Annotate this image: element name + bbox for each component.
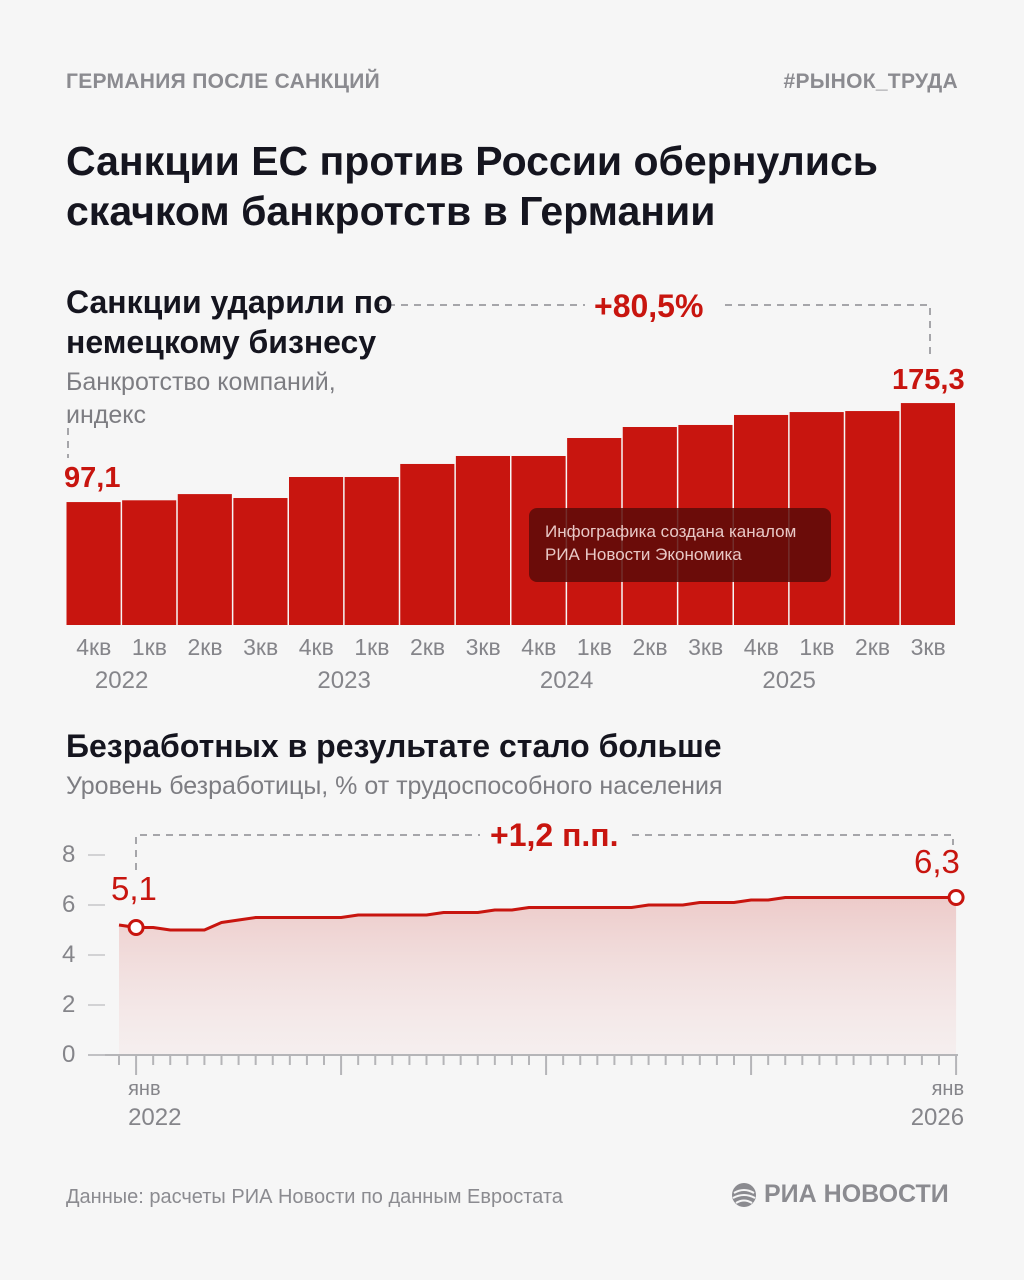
line-chart-subtitle: Уровень безработицы, % от трудоспособног…: [66, 772, 723, 800]
bar-chart-title: Санкции ударили по немецкому бизнесу: [66, 284, 393, 360]
bar-year-label: 2025: [762, 667, 816, 694]
page-title: Санкции ЕС против России обернулись скач…: [66, 138, 878, 234]
bar-change-bracket: [375, 304, 931, 358]
line-first-label: 5,1: [111, 870, 157, 907]
hashtag: #РЫНОК_ТРУДА: [783, 70, 958, 93]
bar-x-label: 3кв: [910, 634, 946, 660]
bar-x-label: 3кв: [688, 634, 724, 660]
bar-x-label: 2кв: [855, 634, 891, 660]
unemployment-line: [118, 896, 957, 932]
y-tick-label: 8: [62, 841, 76, 868]
endpoint-marker: [947, 889, 965, 906]
bar-6: [400, 463, 455, 625]
watermark: Инфографика создана каналом РИА Новости …: [529, 508, 831, 582]
y-tick-label: 0: [62, 1041, 76, 1068]
bar-2: [177, 494, 232, 625]
x-month-label: янв: [128, 1078, 161, 1100]
bar-x-label: 1кв: [131, 634, 167, 660]
ria-logo-text: РИА НОВОСТИ: [764, 1180, 949, 1208]
watermark-line1: Инфографика создана каналом: [545, 522, 797, 541]
y-tick-label: 4: [62, 941, 76, 968]
bar-first-label: 97,1: [64, 462, 121, 494]
endpoint-marker: [127, 919, 145, 936]
bar-year-label: 2022: [94, 667, 149, 694]
x-year-label: 2026: [910, 1104, 965, 1131]
line-chart-title: Безработных в результате стало больше: [66, 728, 722, 764]
bar-x-label: 2кв: [187, 634, 223, 660]
line-change-label: +1,2 п.п.: [490, 817, 619, 853]
bar-x-label: 3кв: [243, 634, 279, 660]
section-label: ГЕРМАНИЯ ПОСЛЕ САНКЦИЙ: [66, 70, 381, 93]
bar-x-label: 4кв: [76, 634, 112, 660]
bar-0: [66, 502, 121, 625]
bar-1: [122, 500, 177, 625]
bar-chart-subtitle: Банкротство компаний, индекс: [66, 368, 336, 429]
bar-year-label: 2024: [539, 667, 594, 694]
bar-15: [900, 403, 955, 625]
line-change-bracket: [135, 834, 954, 870]
bar-x-label: 4кв: [521, 634, 557, 660]
bar-7: [455, 455, 510, 625]
ria-logo: РИА НОВОСТИ: [730, 1180, 949, 1209]
bar-14: [845, 411, 900, 625]
bar-x-label: 1кв: [354, 634, 390, 660]
bar-year-label: 2023: [317, 667, 371, 694]
bar-x-label: 3кв: [465, 634, 501, 660]
line-last-label: 6,3: [914, 843, 960, 880]
watermark-line2: РИА Новости Экономика: [545, 545, 742, 564]
bar-x-label: 2кв: [410, 634, 446, 660]
bar-last-label: 175,3: [892, 364, 965, 396]
bar-3: [233, 498, 288, 625]
y-tick-label: 2: [62, 991, 76, 1018]
bar-5: [344, 477, 399, 625]
source-note: Данные: расчеты РИА Новости по данным Ев…: [66, 1186, 563, 1208]
x-year-label: 2022: [128, 1104, 182, 1131]
ria-globe-icon: [732, 1182, 756, 1207]
bar-change-label: +80,5%: [594, 288, 704, 324]
area-fill: [119, 897, 957, 1055]
x-month-label: янв: [931, 1078, 965, 1100]
bar-4: [289, 477, 344, 625]
bar-x-label: 1кв: [799, 634, 835, 660]
bar-x-label: 2кв: [632, 634, 668, 660]
y-tick-label: 6: [62, 891, 76, 918]
bar-x-label: 4кв: [298, 634, 334, 660]
bar-x-label: 1кв: [576, 634, 612, 660]
bar-x-label: 4кв: [743, 634, 779, 660]
